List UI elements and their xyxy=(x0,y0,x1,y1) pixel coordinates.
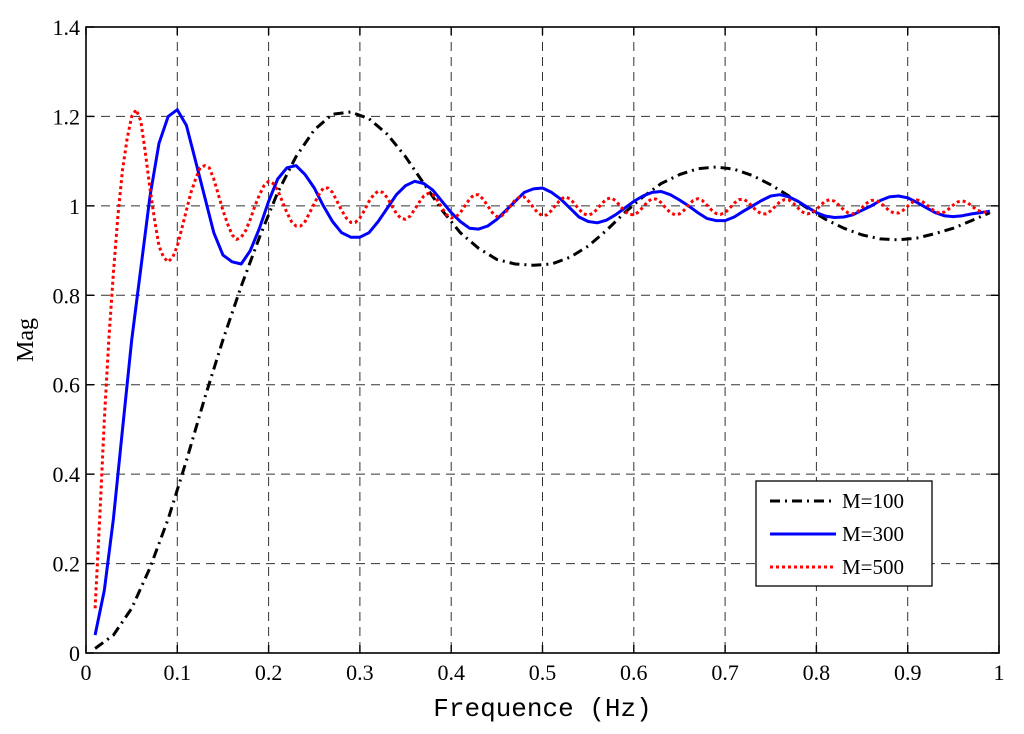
y-tick-label: 0 xyxy=(69,641,80,666)
legend: M=100 M=300 M=500 xyxy=(755,480,933,587)
x-tick-label: 0.2 xyxy=(255,660,283,685)
x-tick-label: 0.7 xyxy=(711,660,739,685)
x-tick-label: 0.3 xyxy=(346,660,374,685)
grid xyxy=(86,27,999,653)
x-axis-title: Frequence (Hz) xyxy=(433,694,651,724)
x-tick-label: 1 xyxy=(994,660,1005,685)
y-tick-label: 1 xyxy=(69,194,80,219)
y-tick-label: 0.4 xyxy=(53,462,81,487)
axis-ticks: 0 0.1 0.2 0.3 0.4 0.5 0.6 0.7 0.8 0.9 1 0 0.2 0.4 0.6 0… xyxy=(53,15,1005,685)
x-tick-label: 0.1 xyxy=(164,660,192,685)
legend-label: M=100 xyxy=(842,489,904,513)
series-layer xyxy=(93,108,991,650)
y-tick-label: 0.6 xyxy=(53,373,81,398)
legend-label: M=300 xyxy=(842,522,904,546)
y-tick-label: 0.2 xyxy=(53,552,81,577)
x-tick-label: 0.5 xyxy=(529,660,557,685)
x-tick-label: 0.8 xyxy=(803,660,831,685)
x-tick-label: 0.6 xyxy=(620,660,648,685)
y-tick-label: 1.2 xyxy=(53,104,81,129)
series-line-m-100 xyxy=(94,110,991,650)
legend-label: M=500 xyxy=(842,555,904,579)
x-tick-label: 0.4 xyxy=(437,660,465,685)
y-tick-label: 1.4 xyxy=(53,15,81,40)
y-tick-label: 0.8 xyxy=(53,283,81,308)
y-axis-title: Mag xyxy=(13,318,39,362)
x-tick-label: 0.9 xyxy=(894,660,922,685)
x-tick-label: 0 xyxy=(81,660,92,685)
series-line-m-300 xyxy=(93,108,991,636)
